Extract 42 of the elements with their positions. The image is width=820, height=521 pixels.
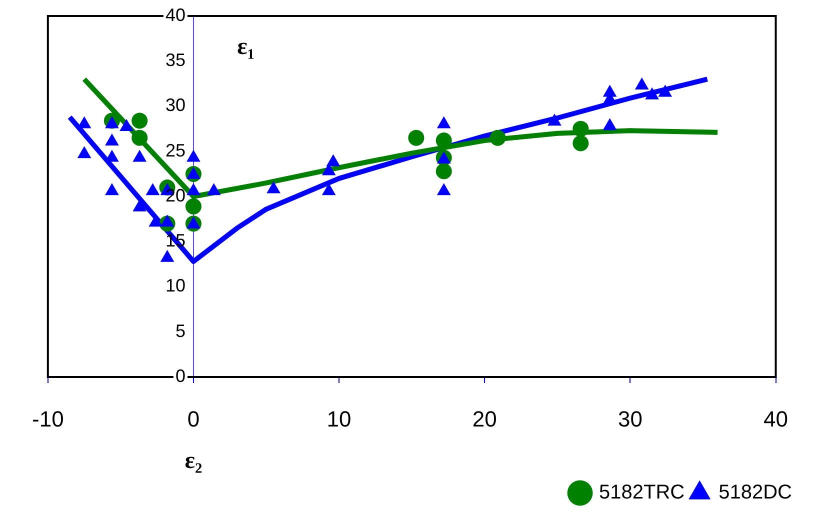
legend-label: 5182TRC xyxy=(599,482,685,504)
point xyxy=(658,84,672,97)
point xyxy=(132,150,147,162)
point xyxy=(206,183,221,196)
point xyxy=(160,214,174,227)
y-tick-label: 0 xyxy=(175,366,186,386)
y-tick-label: 40 xyxy=(165,4,186,25)
x-axis-title: ε₂ xyxy=(184,448,202,474)
x-tick-label: 40 xyxy=(764,406,788,432)
x-tick-label: 20 xyxy=(472,406,497,432)
y-tick-label: 35 xyxy=(165,50,186,70)
point xyxy=(160,250,174,262)
x-tick-label: 10 xyxy=(326,406,352,432)
y-tick-label: 10 xyxy=(165,276,186,296)
x-tick-label: -10 xyxy=(32,406,64,432)
legend-label: 5182DC xyxy=(718,482,792,504)
point xyxy=(548,114,562,126)
point xyxy=(186,166,200,179)
y-axis-title: ε₁ xyxy=(237,34,255,60)
point xyxy=(326,154,340,166)
point xyxy=(77,146,92,158)
point xyxy=(186,183,200,196)
point xyxy=(146,183,160,196)
y-tick-label: 20 xyxy=(165,185,186,206)
point xyxy=(266,181,280,194)
x-tick-label: 30 xyxy=(618,406,642,432)
y-tick-label: 30 xyxy=(165,95,186,116)
point xyxy=(105,116,119,128)
point xyxy=(186,150,200,162)
point xyxy=(645,87,659,100)
y-tick-label: 25 xyxy=(165,140,186,160)
point xyxy=(634,77,649,90)
point xyxy=(322,183,336,196)
point xyxy=(105,183,119,196)
point xyxy=(186,216,200,228)
point xyxy=(436,183,451,196)
y-tick-label: 5 xyxy=(175,320,186,341)
point xyxy=(602,118,617,130)
point xyxy=(132,199,147,212)
point xyxy=(120,119,134,132)
point xyxy=(105,133,119,146)
point xyxy=(436,116,451,128)
